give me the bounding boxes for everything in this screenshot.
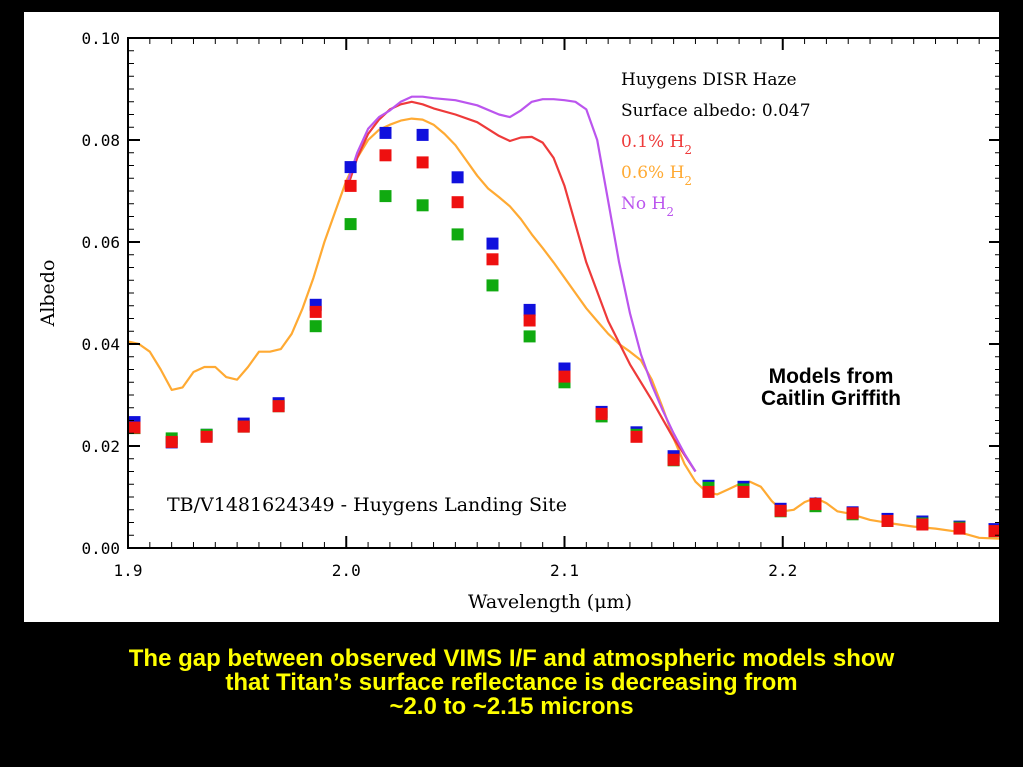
x-axis-title: Wavelength (μm) — [468, 591, 632, 613]
red-marker — [379, 149, 392, 162]
y-tick-label: 0.08 — [81, 131, 120, 150]
blue-marker — [486, 237, 499, 250]
y-tick-label: 0.04 — [81, 335, 120, 354]
red-marker — [451, 196, 464, 209]
green-marker — [344, 218, 357, 231]
x-tick-label: 2.0 — [332, 561, 361, 580]
green-marker — [486, 279, 499, 292]
legend: Huygens DISR Haze Surface albedo: 0.047 … — [621, 70, 811, 219]
run-label: TB/V1481624349 - Huygens Landing Site — [167, 494, 567, 516]
curve-0-6-h2 — [127, 117, 999, 540]
green-marker — [416, 199, 429, 212]
caption-line-2: that Titan’s surface reflectance is decr… — [225, 669, 798, 696]
blue-marker — [523, 303, 536, 316]
plot-panel: 0.00 0.02 0.04 0.06 0.08 0.10 1.9 2.0 2.1 2.2 Wav… — [24, 12, 999, 622]
red-marker — [309, 305, 322, 318]
red-marker — [558, 370, 571, 383]
caption-line-3: ~2.0 to ~2.15 microns — [389, 693, 634, 720]
red-marker — [630, 430, 643, 443]
legend-entry-0-1-h2: 0.1% H2 — [621, 132, 692, 157]
x-tick-label: 1.9 — [114, 561, 143, 580]
red-marker — [846, 507, 859, 520]
red-marker — [523, 314, 536, 327]
red-marker — [774, 504, 787, 517]
red-marker — [595, 407, 608, 420]
axis-ticks: 0.00 0.02 0.04 0.06 0.08 0.10 1.9 2.0 2.1 2.2 — [81, 29, 999, 580]
red-marker — [988, 525, 999, 538]
red-marker — [344, 179, 357, 192]
red-marker — [165, 435, 178, 448]
y-tick-label: 0.06 — [81, 233, 120, 252]
observation-markers — [128, 126, 999, 538]
x-tick-label: 2.2 — [768, 561, 797, 580]
curve-no-h2 — [345, 95, 697, 473]
albedo-chart: 0.00 0.02 0.04 0.06 0.08 0.10 1.9 2.0 2.1 2.2 Wav… — [37, 29, 999, 613]
model-curves — [127, 95, 999, 540]
legend-entry-0-6-h2: 0.6% H2 — [621, 163, 692, 188]
y-axis-title: Albedo — [37, 260, 59, 328]
x-tick-label: 2.1 — [550, 561, 579, 580]
y-tick-label: 0.02 — [81, 437, 120, 456]
red-marker — [486, 253, 499, 266]
red-marker — [809, 498, 822, 511]
credit-line-2: Caitlin Griffith — [761, 387, 901, 410]
credit-line-1: Models from — [769, 365, 894, 388]
caption-line-1: The gap between observed VIMS I/F and at… — [128, 645, 895, 672]
blue-marker — [344, 161, 357, 174]
y-tick-label: 0.00 — [81, 539, 120, 558]
red-marker — [667, 453, 680, 466]
blue-marker — [451, 171, 464, 184]
red-marker — [416, 156, 429, 169]
curve-0-1-h2 — [345, 100, 697, 473]
blue-marker — [379, 126, 392, 139]
green-marker — [379, 190, 392, 203]
red-marker — [200, 430, 213, 443]
green-marker — [523, 330, 536, 343]
red-marker — [272, 400, 285, 413]
red-marker — [702, 485, 715, 498]
legend-entry-no-h2: No H2 — [621, 194, 674, 219]
red-marker — [128, 421, 141, 434]
y-tick-label: 0.10 — [81, 29, 120, 48]
legend-header-albedo: Surface albedo: 0.047 — [621, 101, 811, 121]
slide-caption: The gap between observed VIMS I/F and at… — [0, 647, 1023, 719]
red-marker — [881, 514, 894, 527]
red-marker — [737, 485, 750, 498]
legend-header-haze: Huygens DISR Haze — [621, 70, 797, 90]
green-marker — [309, 320, 322, 333]
plot-frame — [127, 37, 999, 549]
red-marker — [916, 518, 929, 531]
blue-marker — [416, 128, 429, 141]
red-marker — [953, 522, 966, 535]
green-marker — [451, 228, 464, 241]
red-marker — [237, 420, 250, 433]
